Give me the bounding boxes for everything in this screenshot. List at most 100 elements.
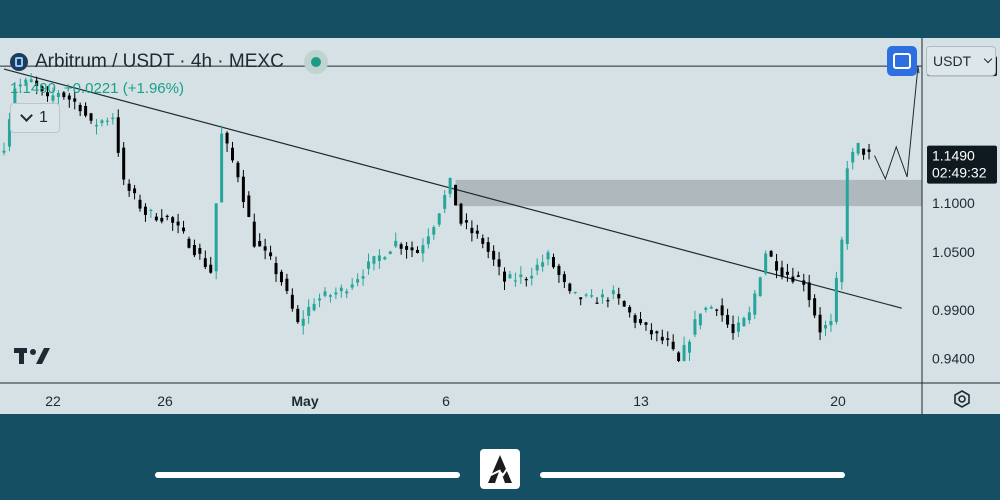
- candle: [606, 300, 610, 302]
- candle: [127, 183, 131, 191]
- candle: [579, 297, 583, 300]
- candle: [51, 95, 55, 101]
- currency-select[interactable]: USDT: [926, 46, 996, 76]
- candle: [628, 307, 632, 313]
- chart-header: Arbitrum / USDT · 4h · MEXC: [10, 50, 328, 74]
- collapse-indicators-button[interactable]: 1: [10, 103, 60, 133]
- candle: [731, 324, 735, 334]
- candle: [845, 168, 849, 245]
- candle: [372, 256, 376, 264]
- candle: [590, 295, 594, 297]
- candle: [769, 250, 773, 257]
- candle: [225, 132, 229, 144]
- indicator-count: 1: [39, 109, 48, 126]
- candle: [367, 261, 371, 269]
- candle: [236, 162, 240, 178]
- candle: [715, 309, 719, 311]
- candle: [698, 313, 702, 326]
- candle: [856, 143, 860, 154]
- candle: [296, 308, 300, 323]
- candle: [862, 148, 866, 155]
- candle: [84, 105, 88, 116]
- candle: [481, 238, 485, 244]
- candle: [796, 275, 800, 277]
- current-price: 1.1490: [10, 80, 56, 97]
- candle: [426, 236, 430, 245]
- chevron-down-icon: [20, 109, 33, 122]
- price-label-last: 1.1490: [932, 148, 975, 164]
- fullscreen-button[interactable]: [887, 46, 917, 76]
- candle: [649, 330, 653, 335]
- candle: [67, 95, 71, 100]
- candle: [824, 325, 828, 329]
- candle: [519, 274, 523, 278]
- candle: [377, 255, 381, 261]
- candle: [780, 267, 784, 277]
- candle: [432, 227, 436, 235]
- candle: [149, 209, 153, 211]
- candle: [394, 240, 398, 247]
- chart-panel[interactable]: 1.10001.05000.99000.94001.24111.149002:4…: [0, 38, 1000, 414]
- candle: [415, 249, 419, 254]
- candle: [290, 294, 294, 309]
- candle: [274, 262, 278, 275]
- candle: [829, 320, 833, 326]
- tradingview-logo-icon[interactable]: [14, 345, 54, 373]
- candle: [220, 133, 224, 203]
- candle: [541, 262, 545, 267]
- candle: [508, 274, 512, 279]
- candle: [834, 277, 838, 322]
- candle: [176, 221, 180, 226]
- gear-icon[interactable]: [953, 390, 971, 408]
- candle: [405, 246, 409, 250]
- candle: [818, 314, 822, 333]
- candle: [203, 258, 207, 268]
- candle: [736, 322, 740, 332]
- candle: [530, 275, 534, 279]
- candle: [258, 240, 262, 247]
- candle: [29, 79, 33, 83]
- candle: [726, 314, 730, 325]
- x-tick-label: 13: [633, 393, 649, 409]
- candle: [497, 259, 501, 267]
- candle: [312, 303, 316, 311]
- candle: [192, 244, 196, 256]
- candle: [111, 117, 115, 120]
- candle: [187, 238, 191, 248]
- candle: [165, 215, 169, 218]
- candle: [18, 84, 22, 87]
- candle: [600, 294, 604, 298]
- candle: [231, 147, 234, 161]
- candle: [307, 306, 311, 316]
- candle: [269, 252, 273, 257]
- candle: [595, 302, 599, 304]
- candle: [334, 292, 338, 295]
- candle: [557, 265, 561, 276]
- candle: [443, 195, 447, 209]
- candle: [470, 227, 474, 234]
- chart-title: Arbitrum / USDT · 4h · MEXC: [35, 51, 284, 72]
- candle: [704, 307, 708, 310]
- candle: [644, 322, 648, 325]
- candle: [209, 264, 213, 273]
- price-label-countdown: 02:49:32: [932, 165, 987, 181]
- candle: [171, 217, 175, 223]
- candle: [78, 104, 82, 112]
- candle: [138, 199, 142, 209]
- candle: [182, 227, 186, 232]
- candle: [13, 88, 17, 117]
- candle: [682, 344, 686, 361]
- chevron-down-icon: [983, 54, 993, 64]
- candle: [361, 276, 365, 279]
- projection-path: [874, 66, 919, 181]
- candle: [214, 203, 218, 272]
- candle: [622, 301, 626, 307]
- candle: [7, 119, 11, 147]
- candle: [464, 220, 468, 223]
- candle: [791, 276, 795, 282]
- candlestick-chart[interactable]: 1.10001.05000.99000.94001.24111.149002:4…: [0, 38, 1000, 414]
- candle: [568, 283, 572, 292]
- resistance-zone: [455, 179, 922, 207]
- candle: [758, 277, 762, 297]
- candle: [56, 92, 60, 98]
